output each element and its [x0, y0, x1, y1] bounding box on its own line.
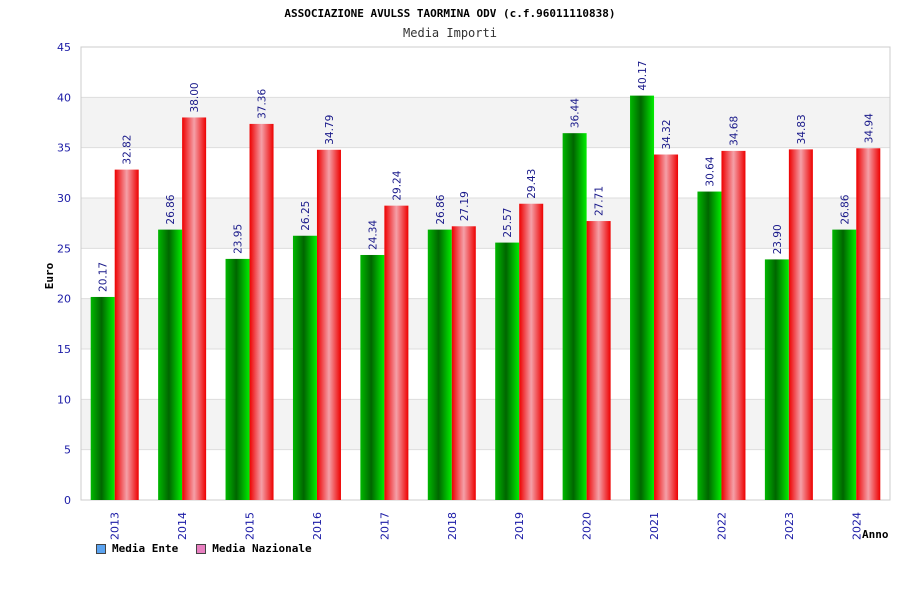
data-label: 23.90 — [772, 224, 784, 254]
grid-band — [81, 298, 890, 349]
bar-media-nazionale — [451, 226, 476, 500]
grid-band — [81, 198, 890, 249]
x-tick-label: 2017 — [378, 512, 391, 540]
y-tick-label: 35 — [57, 142, 71, 155]
bar-media-nazionale — [586, 221, 611, 500]
bar-media-nazionale — [114, 169, 139, 500]
x-tick-label: 2021 — [648, 512, 661, 540]
bar-media-ente — [225, 258, 250, 500]
bar-media-nazionale — [249, 123, 274, 500]
bar-media-ente — [495, 242, 520, 500]
chart-title: ASSOCIAZIONE AVULSS TAORMINA ODV (c.f.96… — [284, 7, 615, 20]
legend-label: Media Nazionale — [212, 542, 312, 555]
bar-media-ente — [562, 133, 587, 501]
data-label: 34.32 — [661, 119, 673, 149]
x-tick-label: 2024 — [850, 512, 863, 540]
grid-band — [81, 449, 890, 500]
data-label: 27.71 — [594, 186, 606, 216]
bar-media-nazionale — [182, 117, 207, 500]
chart-subtitle: Media Importi — [403, 26, 497, 40]
bar-media-ente — [697, 191, 722, 501]
data-label: 26.25 — [300, 201, 312, 231]
x-tick-label: 2013 — [109, 512, 122, 540]
data-label: 26.86 — [435, 194, 447, 224]
bar-media-ente — [832, 229, 857, 501]
data-label: 20.17 — [98, 262, 110, 292]
bar-media-ente — [764, 259, 789, 500]
grid-band — [81, 248, 890, 299]
data-label: 23.95 — [233, 224, 245, 254]
x-tick-label: 2023 — [783, 512, 796, 540]
x-tick-label: 2014 — [176, 512, 189, 540]
data-label: 34.68 — [728, 116, 740, 146]
data-label: 26.86 — [839, 194, 851, 224]
legend-label: Media Ente — [112, 542, 179, 555]
y-tick-label: 25 — [57, 242, 71, 255]
x-tick-label: 2022 — [715, 512, 728, 540]
bar-media-ente — [158, 229, 183, 501]
legend-item-media-nazionale: Media Nazionale — [196, 542, 312, 555]
data-label: 24.34 — [367, 220, 379, 250]
x-tick-label: 2020 — [581, 512, 594, 540]
x-tick-label: 2019 — [513, 512, 526, 540]
grid-band — [81, 399, 890, 450]
y-tick-label: 20 — [57, 293, 71, 306]
y-tick-label: 15 — [57, 343, 71, 356]
y-axis-label: Euro — [43, 262, 56, 289]
data-label: 38.00 — [189, 82, 201, 112]
y-tick-label: 0 — [64, 494, 71, 507]
y-tick-label: 5 — [64, 444, 71, 457]
data-label: 37.36 — [257, 89, 269, 119]
data-label: 27.19 — [459, 191, 471, 221]
data-label: 40.17 — [637, 61, 649, 91]
plot-frame — [80, 46, 891, 501]
bar-media-ente — [90, 296, 115, 500]
x-tick-label: 2015 — [244, 512, 257, 540]
bar-media-nazionale — [519, 203, 544, 500]
grid-band — [81, 47, 890, 98]
legend-swatch-media-nazionale — [196, 543, 207, 554]
y-tick-label: 10 — [57, 393, 71, 406]
data-label: 25.57 — [502, 208, 514, 238]
grid-band — [81, 147, 890, 198]
x-tick-label: 2016 — [311, 512, 324, 540]
bar-media-nazionale — [856, 148, 881, 500]
grid-band — [81, 97, 890, 148]
data-label: 26.86 — [165, 194, 177, 224]
plot-area: 0 5 10 15 20 25 30 35 40 45 20.17 32.82 2013 26.86 38.… — [57, 41, 891, 540]
x-tick-label: 2018 — [446, 512, 459, 540]
legend-item-media-ente: Media Ente — [96, 542, 178, 555]
legend: Media Ente Media Nazionale — [96, 542, 312, 555]
data-label: 36.44 — [570, 98, 582, 128]
data-label: 34.83 — [796, 114, 808, 144]
bar-media-nazionale — [384, 205, 409, 500]
bar-media-nazionale — [654, 154, 679, 500]
legend-swatch-media-ente — [96, 543, 106, 554]
bar-media-ente — [292, 235, 317, 500]
x-axis-label: Anno — [862, 528, 889, 541]
bar-media-ente — [427, 229, 452, 501]
data-label: 29.24 — [391, 170, 403, 200]
data-label: 29.43 — [526, 169, 538, 199]
data-label: 30.64 — [704, 156, 716, 186]
bar-media-nazionale — [316, 149, 341, 500]
bar-media-ente — [360, 254, 385, 500]
bar-media-nazionale — [721, 150, 746, 500]
y-tick-label: 45 — [57, 41, 71, 54]
bar-media-nazionale — [788, 149, 813, 501]
y-tick-label: 30 — [57, 192, 71, 205]
grid-band — [81, 349, 890, 400]
data-label: 34.79 — [324, 115, 336, 145]
y-tick-label: 40 — [57, 91, 71, 104]
data-label: 32.82 — [122, 135, 134, 165]
bar-media-ente — [630, 95, 655, 500]
data-label: 34.94 — [863, 113, 875, 143]
